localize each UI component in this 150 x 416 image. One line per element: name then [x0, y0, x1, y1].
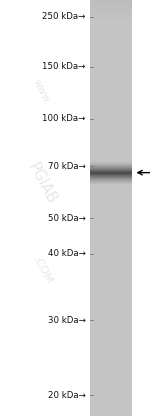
Text: PGIAB: PGIAB — [25, 160, 59, 206]
Text: 20 kDa→: 20 kDa→ — [48, 391, 85, 400]
Text: 100 kDa→: 100 kDa→ — [42, 114, 86, 123]
Text: 70 kDa→: 70 kDa→ — [48, 162, 85, 171]
Text: 250 kDa→: 250 kDa→ — [42, 12, 86, 21]
Text: 40 kDa→: 40 kDa→ — [48, 249, 85, 258]
Text: 50 kDa→: 50 kDa→ — [48, 214, 85, 223]
Text: 150 kDa→: 150 kDa→ — [42, 62, 86, 71]
Text: www.: www. — [31, 77, 53, 106]
Text: .COM: .COM — [31, 255, 53, 286]
Text: 30 kDa→: 30 kDa→ — [48, 316, 85, 325]
